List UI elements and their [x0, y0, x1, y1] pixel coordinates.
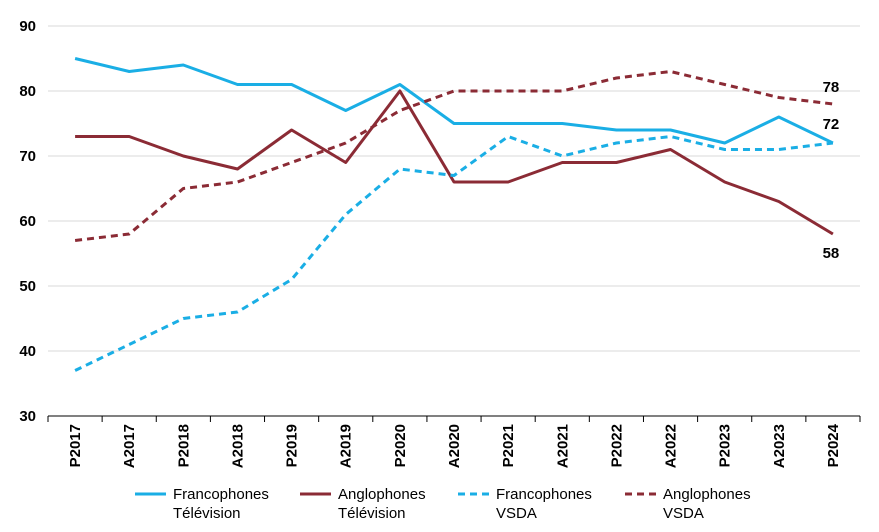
- x-tick-label: P2022: [608, 424, 625, 467]
- y-tick-label: 40: [19, 343, 36, 360]
- x-tick-label: A2020: [446, 424, 463, 468]
- x-tick-label: P2018: [175, 424, 192, 467]
- x-tick-label: A2019: [338, 424, 355, 468]
- y-tick-label: 80: [19, 83, 36, 100]
- x-tick-label: A2018: [229, 424, 246, 468]
- x-tick-label: A2023: [771, 424, 788, 468]
- legend-label: Anglophones: [338, 486, 426, 503]
- x-tick-label: P2021: [500, 424, 517, 467]
- legend-label: Télévision: [173, 505, 241, 522]
- legend-label: Télévision: [338, 505, 406, 522]
- legend-label: Francophones: [496, 486, 592, 503]
- y-tick-label: 90: [19, 18, 36, 35]
- end-value-label: 58: [823, 245, 840, 262]
- legend-label: VSDA: [496, 505, 537, 522]
- legend-label: VSDA: [663, 505, 704, 522]
- x-tick-label: P2020: [392, 424, 409, 467]
- x-tick-label: P2017: [67, 424, 84, 467]
- series-line-3: [74, 135, 834, 372]
- end-value-label: 78: [823, 79, 840, 96]
- x-tick-label: A2017: [121, 424, 138, 468]
- x-tick-label: A2021: [554, 424, 571, 468]
- x-tick-label: A2022: [663, 424, 680, 468]
- end-value-label: 72: [823, 116, 840, 133]
- series-line-2: [75, 89, 834, 236]
- legend-label: Francophones: [173, 486, 269, 503]
- y-tick-label: 60: [19, 213, 36, 230]
- y-tick-label: 70: [19, 148, 36, 165]
- x-tick-label: P2019: [284, 424, 301, 467]
- series-line-1: [74, 57, 834, 145]
- x-tick-label: P2024: [825, 423, 842, 467]
- legend-label: Anglophones: [663, 486, 751, 503]
- y-tick-label: 30: [19, 408, 36, 425]
- y-tick-label: 50: [19, 278, 36, 295]
- x-tick-label: P2023: [717, 424, 734, 467]
